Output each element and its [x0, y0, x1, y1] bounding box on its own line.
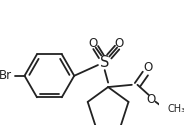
Text: O: O — [115, 37, 124, 50]
Text: S: S — [100, 55, 109, 70]
Text: Br: Br — [0, 69, 12, 82]
Text: CH₃: CH₃ — [168, 104, 184, 114]
Text: O: O — [143, 61, 152, 74]
Text: O: O — [89, 37, 98, 50]
Text: O: O — [146, 93, 156, 106]
